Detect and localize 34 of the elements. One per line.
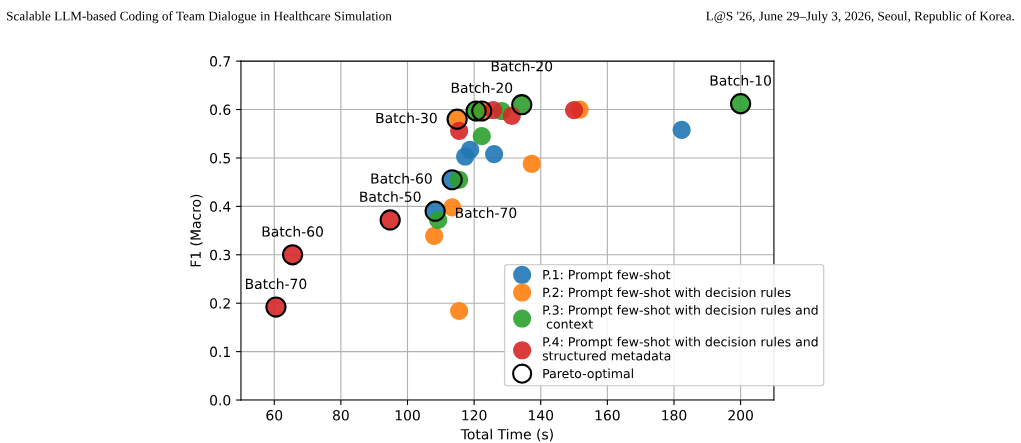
x-tick-label: 100	[395, 410, 420, 421]
annotation: Batch-70	[455, 207, 517, 219]
x-tick-label: 160	[595, 410, 620, 421]
y-tick-label: 0.3	[210, 249, 231, 261]
legend-label: P.4: Prompt few-shot with decision rules and structured metadata	[542, 336, 818, 361]
x-axis-title: Total Time (s)	[460, 428, 553, 442]
legend-label: P.1: Prompt few-shot	[543, 269, 671, 282]
annotation: Batch-30	[376, 112, 437, 124]
legend-label: Pareto-optimal	[543, 368, 633, 381]
legend-label: P.2: Prompt few-shot with decision rules	[543, 287, 791, 300]
y-tick-label: 0.7	[210, 56, 231, 67]
annotation: Batch-20	[451, 82, 513, 94]
annotation: Batch-60	[371, 173, 432, 184]
y-tick-label: 0.2	[210, 298, 230, 309]
x-tick-label: 120	[462, 410, 487, 421]
x-tick-label: 140	[529, 410, 554, 421]
annotation: Batch-60	[262, 226, 323, 237]
annotation: Batch-50	[360, 191, 421, 202]
x-tick-label: 180	[662, 410, 687, 421]
annotation: Batch-20	[491, 60, 553, 72]
y-tick-label: 0.1	[210, 346, 230, 358]
x-tick-label: 80	[332, 410, 349, 421]
y-axis-title: F1 (Macro)	[190, 194, 203, 267]
x-tick-label: 200	[728, 410, 753, 421]
text: L@S '26, June 29–July 3, 2026, Seoul, Republic of Korea.	[706, 11, 1014, 24]
y-tick-label: 0.4	[210, 201, 231, 212]
legend-label: P.3: Prompt few-shot with decision rules and context	[543, 305, 818, 329]
annotation: Batch-70	[245, 278, 307, 290]
annotation: Batch-10	[710, 75, 771, 86]
y-tick-label: 0.5	[210, 152, 231, 164]
y-tick-label: 0.0	[210, 395, 231, 406]
text: Scalable LLM-based Coding of Team Dialogue in Healthcare Simulation	[7, 11, 392, 24]
x-tick-label: 60	[266, 410, 283, 421]
y-tick-label: 0.6	[210, 104, 231, 116]
